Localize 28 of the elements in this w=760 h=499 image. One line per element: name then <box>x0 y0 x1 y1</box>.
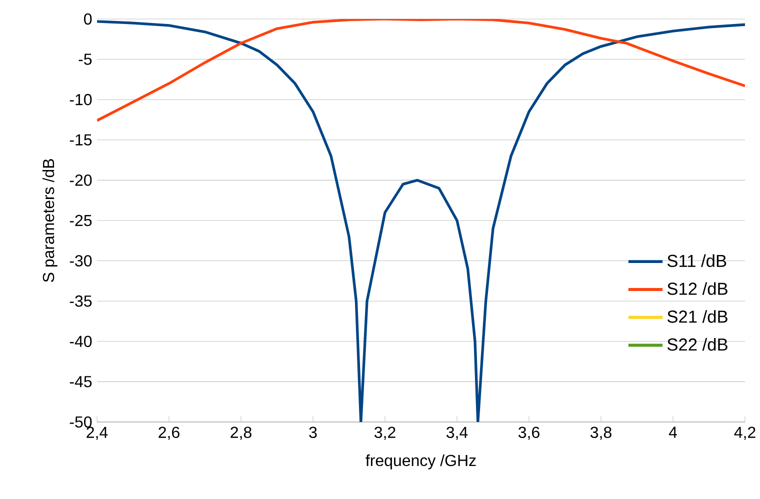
x-tick-label: 2,6 <box>158 426 180 440</box>
y-tick-label: -40 <box>70 336 92 348</box>
legend-label: S11 /dB <box>667 254 726 268</box>
y-tick-label: -15 <box>70 134 92 146</box>
y-tick-label: -5 <box>78 54 92 65</box>
y-axis-title: S parameters /dB <box>42 159 58 282</box>
y-tick-label: -45 <box>70 376 92 388</box>
x-tick-label: 3,8 <box>590 426 612 440</box>
y-tick-label: -35 <box>70 295 92 307</box>
line-series <box>97 20 745 422</box>
y-tick-label: -10 <box>70 94 92 106</box>
x-tick-label: 3,2 <box>374 426 396 440</box>
y-tick-label: 0 <box>84 13 92 25</box>
y-tick-label: -50 <box>70 416 92 428</box>
x-tick-label: 2,4 <box>86 426 108 440</box>
x-tick-label: 3 <box>309 426 317 438</box>
x-tick-label: 3,6 <box>518 426 540 440</box>
x-tick-label: 2,8 <box>230 426 252 440</box>
legend-label: S22 /dB <box>667 338 728 351</box>
x-axis-title: frequency /GHz <box>366 454 476 470</box>
y-tick-label: -25 <box>70 214 92 226</box>
x-tick-label: 4,2 <box>734 426 756 440</box>
legend-label: S21 /dB <box>667 310 728 323</box>
legend-label: S12 /dB <box>667 282 728 295</box>
y-tick-label: -30 <box>70 255 92 266</box>
y-tick-label: -20 <box>70 174 92 186</box>
x-tick-label: 4 <box>668 426 677 438</box>
x-tick-label: 3,4 <box>446 426 468 440</box>
